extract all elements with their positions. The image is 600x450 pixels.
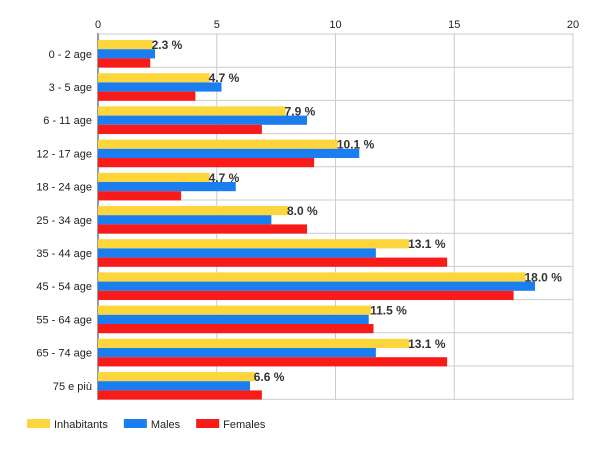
bar-inhabitants (98, 73, 210, 83)
bar-males (98, 381, 250, 391)
bar-inhabitants (98, 40, 153, 50)
bar-males (98, 248, 376, 258)
legend-label: Females (223, 419, 266, 431)
category-label: 3 - 5 age (49, 82, 92, 94)
bar-females (98, 290, 514, 300)
bar-males (98, 215, 272, 225)
bar-males (98, 314, 369, 324)
data-label: 4.7 % (209, 171, 240, 185)
bar-males (98, 115, 307, 125)
x-tick-label: 10 (329, 19, 341, 31)
category-label: 45 - 54 age (36, 281, 92, 293)
data-label: 10.1 % (337, 138, 375, 152)
data-label: 7.9 % (285, 104, 316, 118)
bar-females (98, 324, 374, 334)
bar-females (98, 124, 262, 134)
data-label: 11.5 % (370, 304, 407, 318)
category-label: 18 - 24 age (36, 182, 92, 194)
bar-females (98, 257, 448, 267)
data-label: 18.0 % (525, 270, 563, 284)
legend-label: Inhabitants (54, 419, 108, 431)
x-tick-label: 5 (214, 19, 220, 31)
category-label: 25 - 34 age (36, 215, 92, 227)
data-label: 13.1 % (408, 337, 446, 351)
category-label: 35 - 44 age (36, 248, 92, 260)
bar-males (98, 148, 360, 158)
bar-inhabitants (98, 372, 255, 382)
legend-swatch-inhabitants (27, 419, 50, 428)
bar-inhabitants (98, 305, 372, 315)
category-label: 75 e più (53, 381, 92, 393)
category-label: 55 - 64 age (36, 314, 92, 326)
bar-males (98, 82, 222, 92)
bar-females (98, 390, 262, 400)
legend-label: Males (151, 419, 181, 431)
bar-males (98, 348, 376, 358)
bar-inhabitants (98, 139, 338, 149)
bar-males (98, 281, 535, 291)
category-label: 65 - 74 age (36, 348, 92, 360)
legend-swatch-males (123, 419, 147, 428)
bar-males (98, 49, 155, 59)
x-tick-label: 20 (567, 19, 579, 31)
bar-inhabitants (98, 106, 286, 116)
category-label: 6 - 11 age (43, 115, 92, 127)
data-label: 6.6 % (254, 370, 285, 384)
bar-inhabitants (98, 172, 210, 182)
bar-females (98, 158, 315, 168)
bar-females (98, 58, 151, 68)
x-tick-label: 0 (95, 19, 101, 31)
data-label: 8.0 % (287, 204, 318, 218)
bar-inhabitants (98, 338, 410, 348)
legend-swatch-females (196, 419, 220, 428)
bar-females (98, 191, 182, 201)
data-label: 13.1 % (408, 237, 446, 251)
data-label: 4.7 % (209, 71, 240, 85)
bar-females (98, 91, 196, 101)
bar-females (98, 357, 448, 367)
category-label: 0 - 2 age (49, 49, 92, 61)
category-label: 12 - 17 age (36, 148, 92, 160)
data-label: 2.3 % (152, 38, 183, 52)
bar-males (98, 182, 236, 192)
bar-inhabitants (98, 239, 410, 249)
x-tick-label: 15 (448, 19, 460, 31)
bar-females (98, 224, 307, 234)
bar-inhabitants (98, 272, 526, 282)
bar-inhabitants (98, 206, 288, 216)
